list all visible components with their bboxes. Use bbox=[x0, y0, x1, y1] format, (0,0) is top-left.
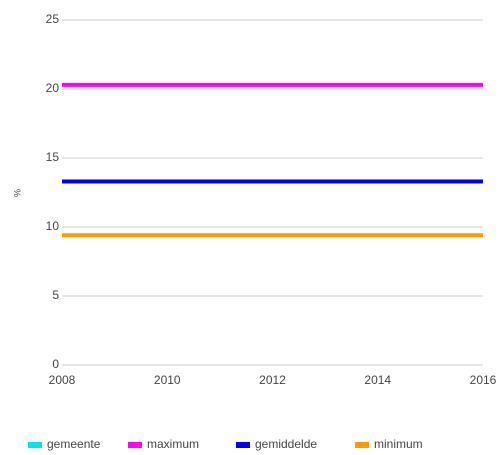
y-tick-label: 25 bbox=[46, 12, 60, 26]
y-tick-label: 15 bbox=[46, 150, 60, 164]
x-tick-label: 2016 bbox=[470, 373, 497, 387]
legend-label: maximum bbox=[147, 437, 199, 451]
legend-swatch bbox=[128, 442, 142, 448]
legend-swatch bbox=[236, 442, 250, 448]
legend-label: minimum bbox=[374, 437, 423, 451]
legend-swatch bbox=[355, 442, 369, 448]
y-axis-label: % bbox=[12, 189, 22, 197]
y-tick-label: 20 bbox=[46, 81, 60, 95]
y-tick-label: 5 bbox=[52, 288, 59, 302]
x-tick-label: 2008 bbox=[49, 373, 76, 387]
y-tick-label: 0 bbox=[52, 357, 59, 371]
x-tick-label: 2014 bbox=[364, 373, 391, 387]
x-tick-label: 2010 bbox=[154, 373, 181, 387]
y-tick-label: 10 bbox=[46, 219, 60, 233]
legend-label: gemeente bbox=[47, 437, 101, 451]
x-tick-label: 2012 bbox=[259, 373, 286, 387]
legend-swatch bbox=[28, 442, 42, 448]
legend-label: gemiddelde bbox=[255, 437, 317, 451]
